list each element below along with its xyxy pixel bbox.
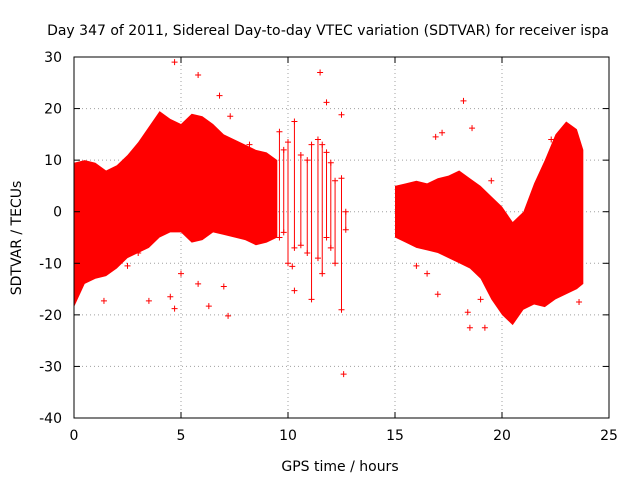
outlier-point — [317, 69, 324, 76]
error-bar-cap-bottom — [342, 226, 349, 233]
x-tick-label: 20 — [493, 428, 511, 444]
error-bar-cap-top — [319, 141, 326, 148]
outlier-point — [541, 193, 548, 200]
error-bar-cap-bottom — [314, 255, 321, 262]
y-tick-label: 0 — [53, 205, 62, 221]
y-tick-label: 30 — [44, 50, 62, 66]
outlier-point — [178, 270, 184, 277]
outlier-point — [520, 275, 527, 282]
outlier-point — [100, 297, 107, 304]
error-bar-cap-bottom — [285, 260, 291, 267]
y-tick-label: -40 — [39, 411, 62, 427]
error-bar-cap-top — [304, 157, 311, 164]
data-envelope — [74, 111, 278, 308]
data-envelopes — [74, 111, 584, 326]
outlier-point — [195, 72, 202, 79]
data-envelope — [395, 121, 584, 326]
error-bar-cap-bottom — [276, 234, 283, 241]
outlier-point — [246, 141, 253, 148]
x-tick-label: 10 — [279, 428, 297, 444]
error-bar-cap-top — [280, 146, 287, 153]
error-bar-cap-bottom — [297, 242, 304, 249]
outlier-point — [340, 371, 347, 378]
outlier-point — [439, 129, 446, 136]
outlier-point — [432, 133, 439, 140]
outlier-point — [424, 270, 431, 277]
y-tick-label: 10 — [44, 153, 62, 169]
outlier-point — [548, 136, 555, 143]
y-tick-label: 20 — [44, 102, 62, 118]
outlier-point — [576, 298, 583, 305]
y-tick-label: -30 — [39, 359, 62, 375]
y-tick-label: -20 — [39, 308, 62, 324]
outlier-point — [145, 297, 152, 304]
error-bar-cap-top — [323, 149, 330, 156]
error-bar-cap-bottom — [291, 244, 298, 251]
error-bar-cap-bottom — [308, 296, 315, 303]
outlier-point — [563, 131, 570, 138]
outlier-point — [135, 249, 142, 256]
outlier-point — [289, 263, 296, 270]
x-tick-label: 0 — [70, 428, 79, 444]
error-bar-cap-top — [338, 175, 345, 182]
outlier-point — [205, 303, 212, 310]
error-bar-cap-top — [327, 159, 334, 166]
error-bar-cap-bottom — [319, 270, 326, 277]
outlier-point — [469, 125, 476, 132]
error-bar-cap-top — [297, 151, 304, 158]
x-tick-label: 15 — [386, 428, 404, 444]
error-bar-cap-bottom — [304, 249, 311, 256]
outlier-point — [291, 287, 298, 294]
chart-title: Day 347 of 2011, Sidereal Day-to-day VTE… — [47, 23, 609, 39]
plot-frame — [73, 56, 610, 419]
error-bar-cap-top — [332, 177, 339, 184]
error-bar-cap-bottom — [338, 306, 345, 313]
y-tick-label: -10 — [39, 256, 62, 272]
outlier-point — [464, 309, 471, 316]
x-tick-label: 5 — [177, 428, 186, 444]
outlier-point — [402, 224, 409, 231]
outlier-point — [167, 293, 174, 300]
outlier-point — [488, 177, 495, 184]
error-bar-cap-top — [291, 118, 298, 125]
x-axis-label: GPS time / hours — [281, 459, 398, 475]
error-bar-cap-top — [285, 139, 291, 146]
error-bar-cap-bottom — [332, 260, 339, 267]
outlier-point — [434, 291, 441, 298]
outlier-point — [481, 324, 488, 331]
outlier-point — [338, 111, 345, 118]
outlier-point — [171, 59, 178, 66]
outlier-point — [225, 312, 232, 319]
axis-ticks: 0 5 10 15 20 25 -40 -30 -20 -10 0 10 20 30 — [39, 50, 618, 444]
outlier-markers — [81, 59, 583, 378]
outlier-point — [413, 262, 420, 269]
outlier-point — [195, 280, 202, 287]
outlier-point — [466, 324, 473, 331]
outlier-point — [171, 305, 178, 312]
error-bars — [276, 118, 349, 313]
outlier-point — [460, 97, 467, 104]
outlier-point — [220, 283, 227, 290]
error-bar-cap-top — [308, 141, 315, 148]
y-axis-label: SDTVAR / TECUs — [9, 181, 25, 296]
error-bar-cap-bottom — [323, 234, 330, 241]
outlier-point — [477, 296, 484, 303]
x-tick-label: 25 — [600, 428, 618, 444]
error-bar-cap-top — [342, 208, 349, 215]
error-bar-cap-bottom — [327, 244, 334, 251]
outlier-point — [323, 99, 330, 106]
error-bar-cap-bottom — [280, 229, 287, 236]
outlier-point — [124, 262, 131, 269]
outlier-point — [499, 280, 505, 287]
outlier-point — [216, 92, 223, 99]
error-bar-cap-top — [314, 136, 321, 143]
error-bar-cap-top — [276, 128, 283, 135]
outlier-point — [81, 255, 88, 262]
outlier-point — [227, 113, 234, 120]
